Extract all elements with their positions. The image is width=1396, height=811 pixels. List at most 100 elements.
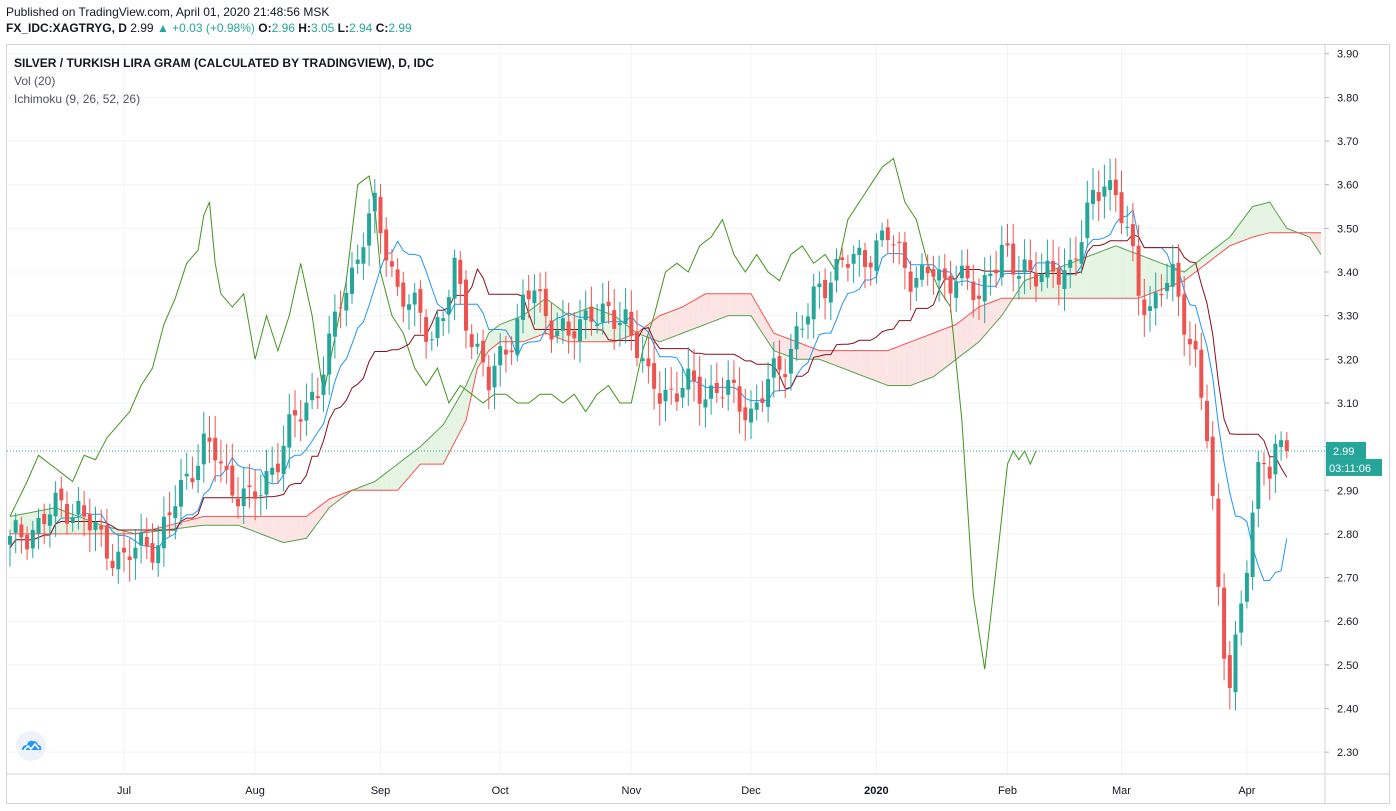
cloud-segment xyxy=(1115,245,1122,299)
cloud-segment xyxy=(847,350,854,373)
y-tick-label: 3.60 xyxy=(1337,180,1358,192)
candle-body xyxy=(1273,443,1278,475)
candle-body xyxy=(304,402,309,421)
candle-body xyxy=(144,536,149,547)
candle-body xyxy=(19,524,24,538)
cloud-segment xyxy=(716,293,723,321)
cloud-segment xyxy=(1189,263,1196,277)
candle-body xyxy=(868,262,873,268)
candle-body xyxy=(1279,440,1284,447)
candle-body xyxy=(184,473,189,477)
candle-body xyxy=(241,488,246,507)
candle-body xyxy=(834,258,839,281)
candle-body xyxy=(395,269,400,287)
candle-body xyxy=(190,478,195,483)
conversion-line xyxy=(9,208,1288,582)
candle-body xyxy=(1062,270,1067,289)
candle-body xyxy=(315,396,320,399)
cloud-segment xyxy=(773,333,780,353)
candle-body xyxy=(1068,259,1073,268)
candle-body xyxy=(583,310,588,321)
candle-body xyxy=(532,290,537,304)
legend-volume[interactable]: Vol (20) xyxy=(14,74,56,88)
candle-body xyxy=(452,257,457,299)
cloud-segment xyxy=(460,385,466,432)
candle-body xyxy=(663,389,668,402)
cloud-segment xyxy=(534,302,541,338)
candle-body xyxy=(389,261,394,267)
lagging-span-line xyxy=(9,157,1037,670)
candle-body xyxy=(749,408,753,423)
candle-body xyxy=(1005,243,1010,246)
cloud-segment xyxy=(808,346,814,360)
candle-body xyxy=(1079,242,1084,264)
candle-body xyxy=(726,380,731,395)
candle-body xyxy=(1125,226,1130,228)
candle-body xyxy=(783,374,788,378)
x-tick-label: Apr xyxy=(1238,785,1255,797)
candle-body xyxy=(25,534,30,550)
candle-body xyxy=(743,407,748,421)
cloud-segment xyxy=(1127,250,1133,299)
cloud-segment xyxy=(317,503,324,523)
candle-body xyxy=(1187,338,1192,345)
cloud-segment xyxy=(215,516,221,526)
cloud-segment xyxy=(916,337,922,384)
candle-body xyxy=(1239,603,1244,633)
y-tick-label: 2.50 xyxy=(1337,660,1358,672)
candle-body xyxy=(264,471,269,495)
price-tag xyxy=(1326,441,1366,459)
cloud-segment xyxy=(676,306,683,336)
candle-body xyxy=(196,465,201,481)
x-tick-label: Feb xyxy=(998,785,1017,797)
candle-body xyxy=(258,495,263,497)
candle-body xyxy=(1216,498,1221,587)
candle-body xyxy=(851,253,856,264)
candle-body xyxy=(344,292,349,311)
published-line: Published on TradingView.com, April 01, … xyxy=(6,5,330,19)
candle-body xyxy=(161,516,166,549)
candle-body xyxy=(1096,192,1101,201)
candle-body xyxy=(623,309,628,324)
tradingview-cloud-icon[interactable] xyxy=(16,731,46,761)
candle-body xyxy=(840,257,845,260)
candle-body xyxy=(332,311,337,337)
candle-body xyxy=(481,340,486,363)
candle-body xyxy=(703,399,708,408)
cloud-segment xyxy=(990,300,997,329)
candle-body xyxy=(1233,634,1238,693)
close-label: C: xyxy=(375,21,389,35)
candle-body xyxy=(1113,179,1118,196)
cloud-segment xyxy=(403,455,409,484)
candle-body xyxy=(863,250,867,267)
cloud-segment xyxy=(819,350,826,362)
candle-body xyxy=(435,317,440,339)
candle-body xyxy=(173,506,178,519)
candle-body xyxy=(446,297,451,315)
candle-body xyxy=(925,266,930,274)
low-label: L: xyxy=(337,21,349,35)
candle-body xyxy=(1205,400,1209,442)
candle-body xyxy=(965,265,970,279)
candle-body xyxy=(1170,263,1175,287)
candle-body xyxy=(920,265,924,280)
cloud-segment xyxy=(659,313,666,342)
candle-body xyxy=(127,556,132,561)
cloud-segment xyxy=(431,430,438,465)
candle-body xyxy=(1256,461,1261,509)
y-tick-label: 2.80 xyxy=(1337,529,1358,541)
candle-body xyxy=(977,295,981,299)
candle-body xyxy=(167,512,172,516)
cloud-segment xyxy=(922,335,928,382)
candle-body xyxy=(657,393,662,404)
candle-body xyxy=(76,500,81,515)
low-value: 2.94 xyxy=(348,21,373,35)
candle-body xyxy=(1267,466,1272,479)
cloud-segment xyxy=(859,350,865,377)
legend-ichimoku[interactable]: Ichimoku (9, 26, 52, 26) xyxy=(14,92,141,106)
legend-title[interactable]: SILVER / TURKISH LIRA GRAM (CALCULATED B… xyxy=(14,56,435,70)
candle-body xyxy=(538,289,543,292)
candle-body xyxy=(401,282,406,307)
cloud-segment xyxy=(500,322,506,342)
